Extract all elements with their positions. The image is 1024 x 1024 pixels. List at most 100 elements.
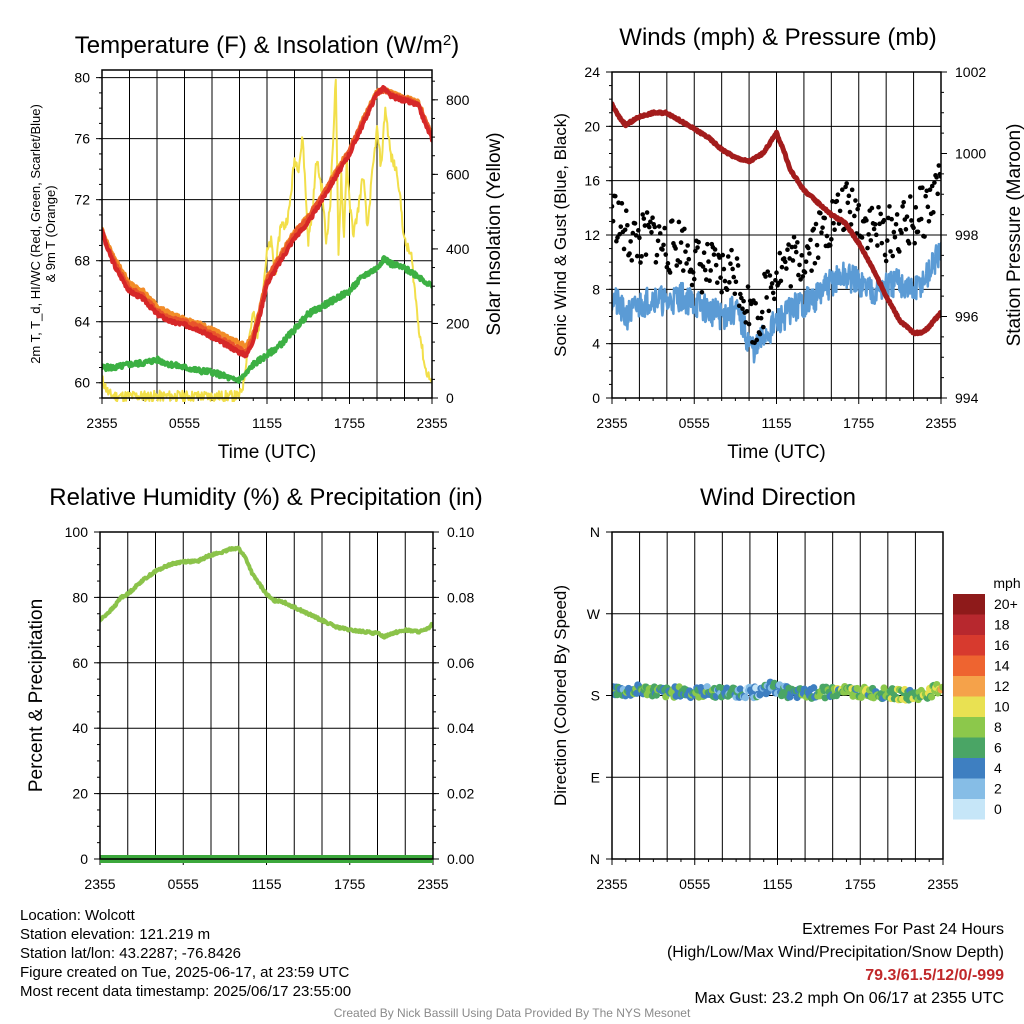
- gust-point: [722, 278, 728, 284]
- gust-point: [786, 242, 791, 247]
- gust-point: [745, 284, 751, 289]
- gust-point: [888, 249, 893, 254]
- gust-point: [797, 262, 802, 268]
- gust-point: [869, 205, 875, 211]
- gust-point: [785, 247, 790, 253]
- y-tick-label: 20: [72, 786, 88, 802]
- gust-point: [655, 238, 661, 244]
- y2-tick-label: 0.06: [447, 655, 474, 671]
- gust-point: [619, 201, 625, 206]
- gust-point: [724, 287, 730, 293]
- gust-point: [691, 276, 697, 282]
- x-tick-label: 0555: [169, 415, 200, 431]
- gust-point: [779, 264, 785, 270]
- gust-point: [772, 296, 777, 302]
- gust-point: [900, 204, 905, 209]
- gust-point: [677, 259, 683, 265]
- y-axis-label-line: 2m T, T_d, HI/WC (Red, Green, Scarlet/Bl…: [28, 104, 43, 364]
- y-axis-label-line: & 9m T (Orange): [43, 185, 58, 282]
- gust-point: [927, 187, 933, 192]
- gust-point: [866, 232, 871, 237]
- gust-point: [705, 241, 710, 247]
- gust-point: [615, 235, 620, 240]
- gust-point: [753, 300, 758, 306]
- gust-point: [931, 210, 936, 215]
- legend-label: 18: [994, 617, 1010, 633]
- gust-point: [757, 331, 763, 337]
- legend-swatch: [953, 696, 985, 717]
- legend-label: 10: [994, 699, 1010, 715]
- direction-point: [810, 684, 818, 692]
- y2-tick-label: 0: [446, 390, 454, 406]
- gust-point: [893, 221, 899, 227]
- y-axis-label: Percent & Precipitation: [26, 599, 47, 792]
- direction-point: [939, 683, 943, 691]
- gust-point: [929, 183, 935, 189]
- gust-point: [653, 260, 659, 265]
- gust-point: [934, 175, 939, 180]
- y2-tick-label: 0.10: [447, 524, 474, 540]
- gust-point: [758, 315, 764, 321]
- gust-point: [746, 321, 752, 327]
- y-tick-label: W: [587, 606, 601, 622]
- gust-point: [637, 235, 642, 241]
- gust-point: [884, 238, 890, 243]
- y-tick-label: S: [591, 688, 600, 704]
- location-text: Location: Wolcott: [20, 907, 135, 924]
- gust-point: [641, 216, 647, 221]
- gust-point: [657, 231, 663, 236]
- y-tick-label: 40: [72, 720, 88, 736]
- gust-point: [741, 298, 746, 304]
- gust-point: [791, 234, 797, 240]
- gust-point: [663, 252, 669, 257]
- gust-point: [818, 210, 823, 216]
- y-tick-label: 64: [74, 314, 90, 330]
- y2-tick-label: 600: [446, 166, 470, 182]
- gust-point: [849, 187, 855, 193]
- gust-point: [630, 230, 636, 236]
- x-tick-label: 0555: [679, 415, 710, 431]
- direction-point: [928, 693, 936, 701]
- gust-point: [695, 245, 700, 250]
- gust-point: [639, 254, 644, 259]
- gust-point: [754, 337, 760, 343]
- gust-point: [761, 324, 766, 330]
- legend-swatch: [953, 635, 985, 656]
- gust-point: [748, 301, 754, 307]
- gust-point: [755, 315, 761, 321]
- gust-point: [784, 266, 789, 271]
- y2-tick-label: 0.00: [447, 851, 474, 867]
- gust-point: [612, 193, 618, 199]
- wind-speed-line: [612, 241, 941, 364]
- gust-point: [733, 279, 739, 285]
- x-tick-label: 1155: [251, 876, 281, 892]
- humidity-line: [100, 545, 433, 640]
- gust-point: [617, 231, 622, 237]
- gust-point: [721, 266, 727, 272]
- gust-point: [765, 269, 771, 274]
- y2-axis-label: Station Pressure (Maroon): [1004, 124, 1024, 347]
- y-tick-label: 8: [592, 281, 600, 297]
- plot-frame: [611, 531, 944, 860]
- gust-point: [822, 215, 828, 221]
- gust-point: [876, 204, 881, 210]
- x-axis-label: Time (UTC): [727, 442, 826, 463]
- gust-point: [700, 264, 706, 269]
- gust-point: [713, 262, 719, 268]
- gust-point: [648, 219, 653, 225]
- max-gust-text: Max Gust: 23.2 mph On 06/17 at 2355 UTC: [694, 990, 1005, 1007]
- gust-point: [629, 258, 635, 263]
- x-tick-label: 2355: [84, 876, 115, 892]
- gust-point: [717, 255, 722, 260]
- direction-point: [857, 693, 865, 701]
- chart-title: Relative Humidity (%) & Precipitation (i…: [49, 484, 482, 511]
- gust-point: [903, 227, 909, 232]
- x-axis-label: Time (UTC): [218, 442, 317, 463]
- gust-point: [865, 245, 870, 251]
- x-tick-label: 0555: [679, 876, 710, 892]
- legend-label: 8: [994, 719, 1002, 735]
- gust-point: [640, 212, 646, 217]
- chart-title: Temperature (F) & Insolation (W/m2): [75, 32, 459, 60]
- y-tick-label: 80: [74, 70, 90, 86]
